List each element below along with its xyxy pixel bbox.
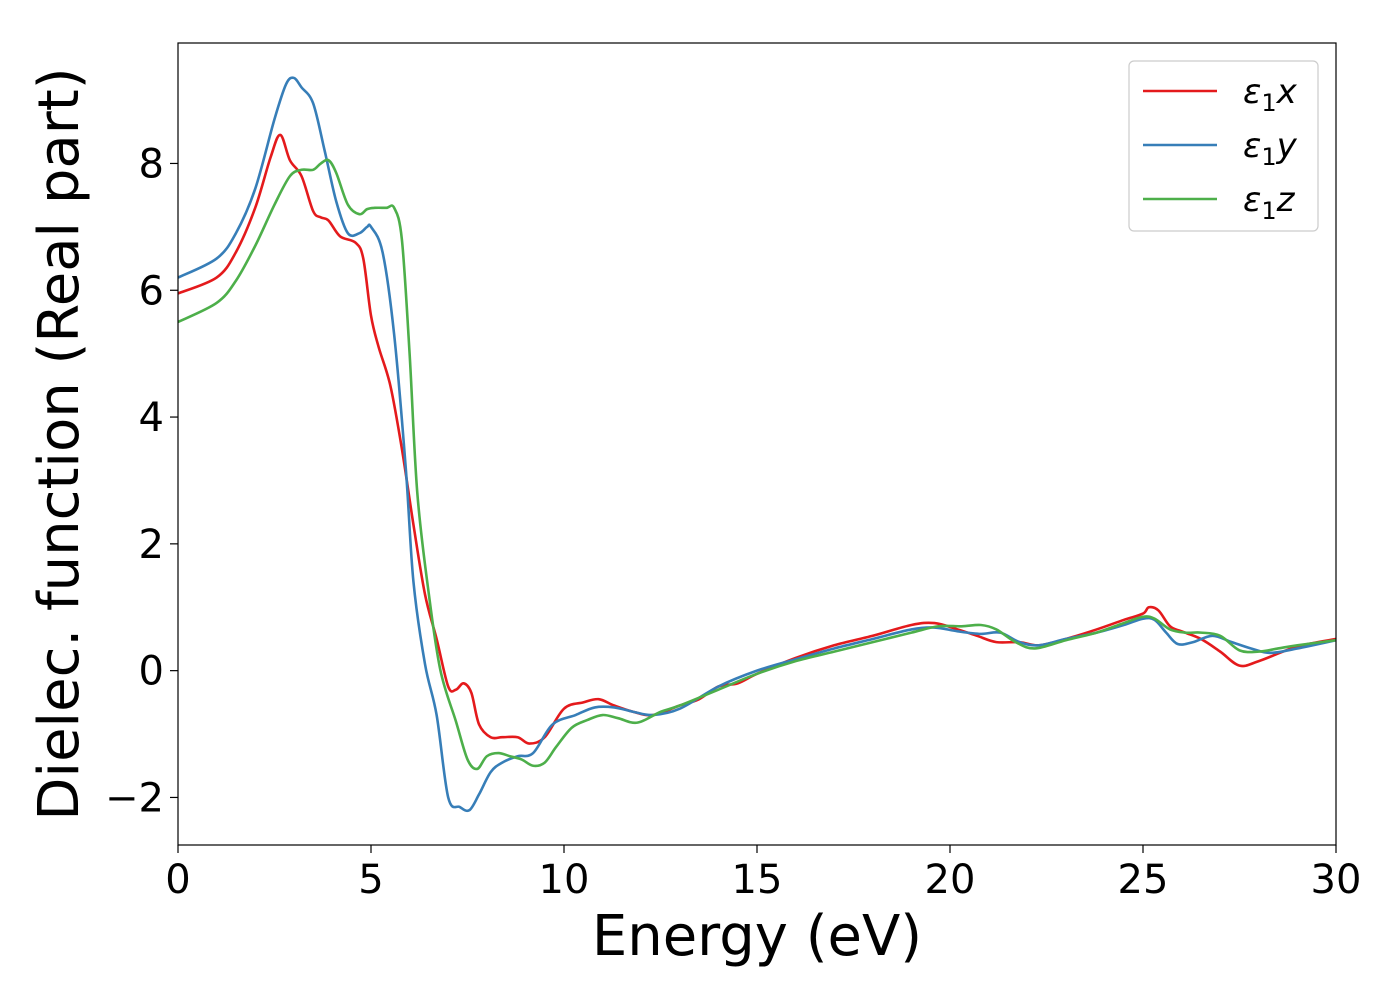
series-line-z bbox=[177, 158, 1337, 771]
x-tick-label: 15 bbox=[732, 857, 783, 903]
legend-label-base: ε bbox=[1243, 180, 1261, 220]
legend-label-variable: x bbox=[1276, 72, 1298, 112]
series-line-y bbox=[177, 76, 1337, 813]
x-tick-label: 10 bbox=[539, 857, 590, 903]
series-layer bbox=[177, 76, 1337, 813]
legend-label-base: ε bbox=[1243, 126, 1261, 166]
y-tick-label: −2 bbox=[105, 775, 164, 821]
legend-label-base: ε bbox=[1243, 72, 1261, 112]
y-axis-title: Dielec. function (Real part) bbox=[27, 67, 92, 820]
y-tick-label: 8 bbox=[139, 141, 164, 187]
legend-label-y: ε1y bbox=[1243, 126, 1298, 171]
y-tick-label: 2 bbox=[139, 522, 164, 568]
legend-label-subscript: 1 bbox=[1261, 89, 1276, 117]
legend-label-subscript: 1 bbox=[1261, 143, 1276, 171]
legend-label-variable: z bbox=[1276, 180, 1296, 220]
legend-label-x: ε1x bbox=[1243, 72, 1298, 117]
x-tick-label: 0 bbox=[165, 857, 190, 903]
legend-box bbox=[1128, 60, 1319, 232]
y-tick-label: 4 bbox=[139, 395, 164, 441]
legend-label-subscript: 1 bbox=[1261, 197, 1276, 225]
x-axis-title: Energy (eV) bbox=[592, 904, 922, 969]
legend-label-variable: y bbox=[1276, 126, 1298, 166]
x-tick-label: 5 bbox=[358, 857, 383, 903]
x-tick-label: 25 bbox=[1118, 857, 1169, 903]
x-tick-label: 30 bbox=[1311, 857, 1362, 903]
legend-label-z: ε1z bbox=[1243, 180, 1296, 225]
series-line-x bbox=[177, 133, 1337, 745]
y-tick-label: 0 bbox=[139, 649, 164, 695]
y-tick-label: 6 bbox=[139, 268, 164, 314]
x-tick-label: 20 bbox=[925, 857, 976, 903]
